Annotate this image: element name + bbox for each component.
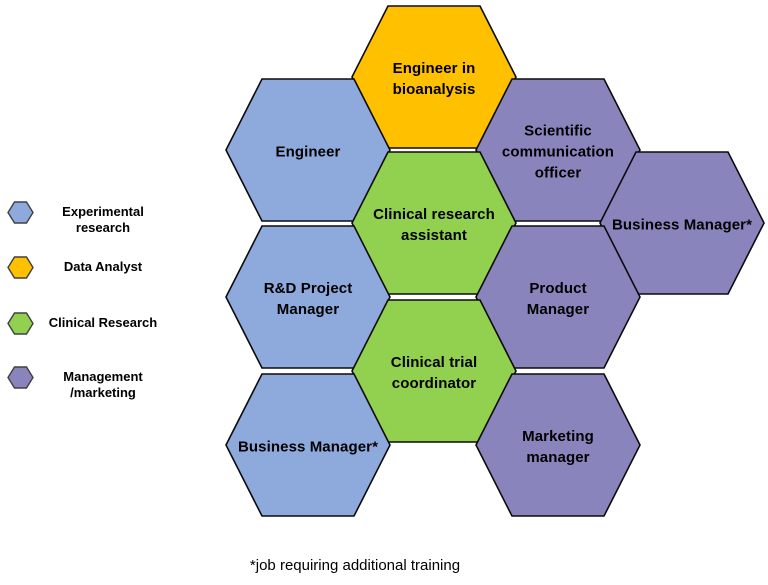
hex-node-label: Engineer in bioanalysis [392,60,476,98]
legend-hexagon-icon [7,366,34,389]
legend-label: Clinical Research [48,315,158,330]
legend-item-management-marketing: Management /marketing [7,366,159,401]
legend-hexagon-icon [7,201,34,224]
hex-node-r-d-project-manager [225,225,391,369]
hex-node-label: Engineer [275,143,341,161]
footnote-text: *job requiring additional training [249,557,461,574]
legend-item-data-analyst: Data Analyst [7,256,159,279]
hex-node-label: R&D Project Manager [263,280,353,318]
legend-label: Experimental research [62,204,144,235]
hex-node-business-manager [225,373,391,517]
legend-item-experimental-research: Experimental research [7,201,159,236]
hex-node-label: Product Manager [526,280,590,318]
hex-node-engineer [225,78,391,222]
hex-node-label: Marketing manager [522,428,594,466]
legend-hexagon-icon [7,256,34,279]
hex-node-label: Business Manager* [611,216,753,234]
hex-node-label: Clinical trial coordinator [390,354,478,392]
hex-node-label: Scientific communication officer [501,122,615,182]
hex-node-label: Clinical research assistant [373,206,495,244]
legend-item-clinical-research: Clinical Research [7,312,159,335]
hex-node-label: Business Manager* [237,438,379,456]
hex-node-marketing-manager [475,373,641,517]
legend-label: Management /marketing [63,369,143,400]
legend-hexagon-icon [7,312,34,335]
legend-label: Data Analyst [63,259,143,274]
